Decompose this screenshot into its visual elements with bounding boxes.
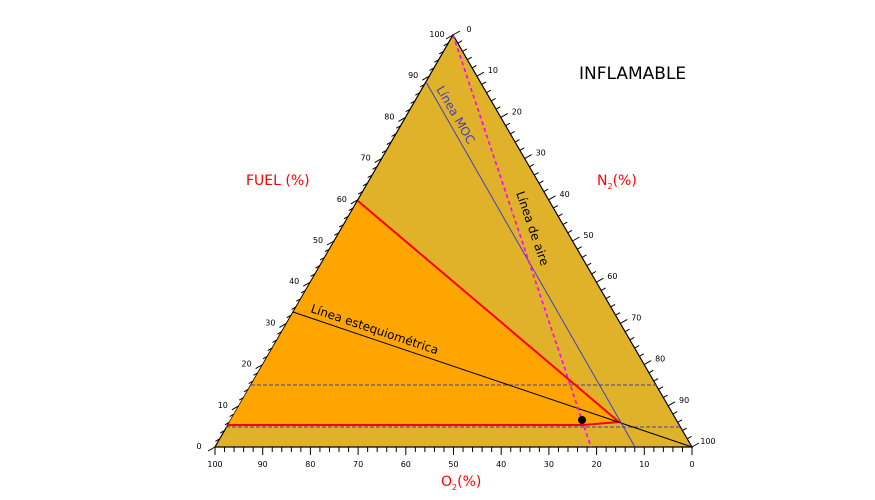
lower-flammability-boundary: [228, 421, 620, 426]
svg-text:100: 100: [429, 30, 444, 39]
svg-text:90: 90: [679, 396, 689, 405]
svg-text:40: 40: [289, 277, 299, 286]
svg-text:40: 40: [496, 460, 506, 469]
svg-text:40: 40: [560, 190, 570, 199]
svg-text:10: 10: [218, 401, 228, 410]
svg-text:30: 30: [265, 318, 275, 327]
operating-point: [578, 416, 586, 424]
svg-text:10: 10: [488, 66, 498, 75]
svg-text:90: 90: [258, 460, 268, 469]
svg-text:60: 60: [337, 195, 347, 204]
svg-text:0: 0: [196, 442, 201, 451]
svg-text:90: 90: [408, 71, 418, 80]
svg-text:60: 60: [607, 272, 617, 281]
stoichiometric-line: [292, 311, 693, 448]
svg-text:80: 80: [305, 460, 315, 469]
o2-axis-label: O2(%): [441, 474, 481, 492]
n2-axis-label: N2(%): [597, 173, 637, 191]
svg-text:70: 70: [631, 313, 641, 322]
svg-text:70: 70: [361, 154, 371, 163]
axis-tick-labels: 0010010109020208030307040406050505060604…: [196, 25, 715, 469]
svg-text:30: 30: [536, 149, 546, 158]
svg-text:100: 100: [207, 460, 222, 469]
svg-text:20: 20: [512, 107, 522, 116]
svg-text:20: 20: [592, 460, 602, 469]
upper-flammability-boundary: [357, 200, 620, 423]
fuel-axis-label: FUEL (%): [246, 173, 310, 189]
svg-text:80: 80: [655, 355, 665, 364]
svg-text:0: 0: [689, 460, 694, 469]
svg-text:70: 70: [353, 460, 363, 469]
svg-text:50: 50: [313, 236, 323, 245]
svg-text:10: 10: [639, 460, 649, 469]
svg-text:60: 60: [401, 460, 411, 469]
air-line: [452, 34, 592, 448]
flammable-region-lower: [229, 201, 619, 423]
svg-text:50: 50: [583, 231, 593, 240]
svg-text:30: 30: [544, 460, 554, 469]
svg-text:50: 50: [448, 460, 458, 469]
diagram-title: INFLAMABLE: [579, 64, 686, 84]
svg-text:0: 0: [466, 25, 471, 34]
moc-line: [425, 81, 636, 448]
svg-text:100: 100: [700, 437, 715, 446]
svg-text:20: 20: [242, 360, 252, 369]
svg-text:80: 80: [384, 112, 394, 121]
axis-ticks: [207, 30, 700, 455]
